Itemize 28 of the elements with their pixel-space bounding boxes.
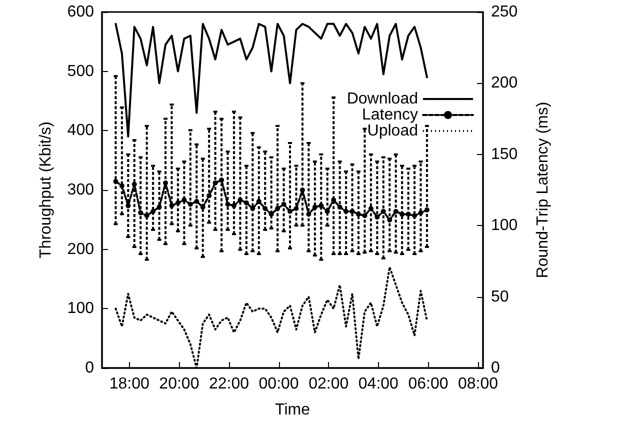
x-tick-label: 20:00 bbox=[159, 376, 200, 392]
y-tick-label: 500 bbox=[67, 62, 94, 80]
line-series bbox=[114, 22, 428, 138]
y2-tick-label: 0 bbox=[491, 360, 500, 376]
legend-label: Latency bbox=[362, 106, 418, 124]
y-tick-label: 300 bbox=[67, 182, 94, 198]
x-tick-label: 02:00 bbox=[308, 376, 349, 392]
x-tick-label: 00:00 bbox=[258, 376, 299, 392]
legend-label: Upload bbox=[367, 122, 418, 140]
y2-tick-label: 200 bbox=[491, 74, 518, 92]
y-axis-title: Throughput (Kbit/s) bbox=[38, 122, 54, 258]
x-tick-label: 06:00 bbox=[408, 376, 448, 392]
y2-tick-label: 250 bbox=[491, 4, 518, 20]
y-tick-label: 200 bbox=[67, 240, 94, 258]
legend-label: Download bbox=[346, 90, 418, 108]
y-tick-label: 100 bbox=[67, 300, 94, 318]
x-tick-label: 04:00 bbox=[358, 376, 399, 392]
y2-axis-title: Round-Trip Latency (ms) bbox=[534, 102, 552, 278]
x-axis-title: Time bbox=[275, 402, 310, 418]
x-tick-label: 18:00 bbox=[109, 376, 150, 392]
y-tick-label: 0 bbox=[85, 360, 94, 376]
x-tick-label: 08:00 bbox=[458, 376, 498, 392]
y2-tick-label: 150 bbox=[491, 146, 518, 163]
y2-tick-label: 50 bbox=[491, 288, 509, 306]
y2-tick-label: 100 bbox=[491, 217, 518, 234]
y-tick-label: 600 bbox=[67, 4, 94, 20]
x-tick-label: 22:00 bbox=[208, 376, 250, 392]
y-tick-label: 400 bbox=[67, 122, 94, 140]
